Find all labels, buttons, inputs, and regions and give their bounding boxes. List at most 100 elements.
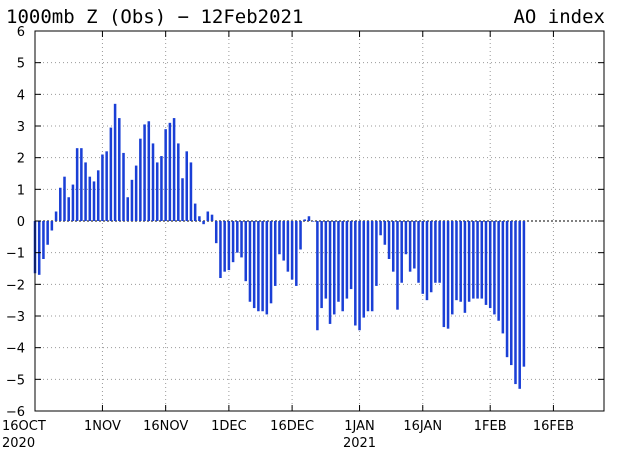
x-tick-year-label: 2020 [2,436,35,451]
bar-series [33,103,526,389]
bar [421,221,425,294]
y-tick-label: −3 [6,310,25,325]
y-tick-label: −4 [6,342,25,357]
bar [349,221,353,290]
x-axis-ticks: 16OCT 2020 1NOV 16NOV 1DEC 16DEC 1JAN 2021 16JAN… [2,31,574,451]
bar [172,118,176,221]
bar [265,221,269,315]
bar [467,221,471,302]
bar [84,162,87,221]
x-tick-label: 1JAN [344,419,375,434]
bar [210,214,214,221]
bar [370,221,374,312]
bar [118,118,121,221]
bar [50,221,54,231]
bar [223,221,226,272]
bar [80,148,83,221]
bar [126,197,129,221]
bar [404,221,408,255]
grid-lines [35,31,604,411]
bar [429,221,433,293]
y-axis-ticks: 6 5 4 3 2 1 0 −1 −2 −3 −4 −5 −6 [6,25,604,420]
bar [248,221,252,302]
bar [252,221,256,309]
bar [295,221,298,286]
bar [139,138,142,221]
y-tick-label: −1 [6,247,25,262]
y-tick-label: 3 [17,120,25,135]
bar [451,221,454,315]
bar [438,221,441,283]
bar [202,221,205,225]
bar [290,221,294,280]
bar [96,170,100,221]
bar [354,221,357,326]
x-tick-label: 16OCT [2,419,46,434]
bar [311,221,315,222]
bar [130,179,134,221]
bar [510,221,513,366]
bar [273,221,277,286]
bar [320,221,323,309]
bar [332,221,336,315]
chart-title: 1000mb Z (Obs) − 12Feb2021 [6,6,303,28]
bar [463,221,467,313]
bar [75,148,79,221]
bar [134,165,138,221]
bar [143,124,146,221]
bar [362,221,366,318]
y-tick-label: 6 [17,25,25,40]
bar [484,221,488,305]
bar [379,221,382,236]
bar [46,221,49,245]
x-tick-label: 16DEC [270,419,314,434]
bar [417,221,420,283]
y-tick-label: 2 [17,152,25,167]
bar [303,219,307,221]
bar [299,221,302,250]
bar [396,221,399,310]
bar [472,221,475,299]
bar [366,221,370,312]
bar [480,221,484,299]
bar [244,221,248,282]
bar [488,221,492,309]
bar [198,216,201,221]
bar [400,221,403,283]
bar [177,143,180,221]
bar [375,221,378,286]
x-tick-label: 1DEC [211,419,247,434]
bar [514,221,517,385]
x-tick-label: 16FEB [533,419,574,434]
bar [413,221,416,269]
bar [493,221,496,315]
bar [337,221,340,302]
bar [181,178,184,221]
bar [505,221,509,358]
bar [122,152,125,221]
bar [214,221,218,244]
bar [328,221,332,324]
bar [151,143,155,221]
bar [522,221,526,367]
bar [219,221,222,278]
bar [147,121,151,221]
x-tick-label: 16JAN [403,419,442,434]
y-tick-label: −2 [6,278,25,293]
bar [42,221,45,259]
x-tick-label: 16NOV [143,419,188,434]
bar [446,221,450,329]
bar [476,221,479,299]
bar [391,221,395,272]
bar [92,181,96,221]
y-tick-label: 5 [17,57,25,72]
bar [324,221,328,299]
bar [113,103,117,221]
bar [164,129,167,221]
y-tick-label: 1 [17,183,25,198]
bar [206,211,210,221]
bar [269,221,273,304]
bar [358,221,361,331]
chart-title-right: AO index [513,6,605,28]
bar [168,122,172,221]
